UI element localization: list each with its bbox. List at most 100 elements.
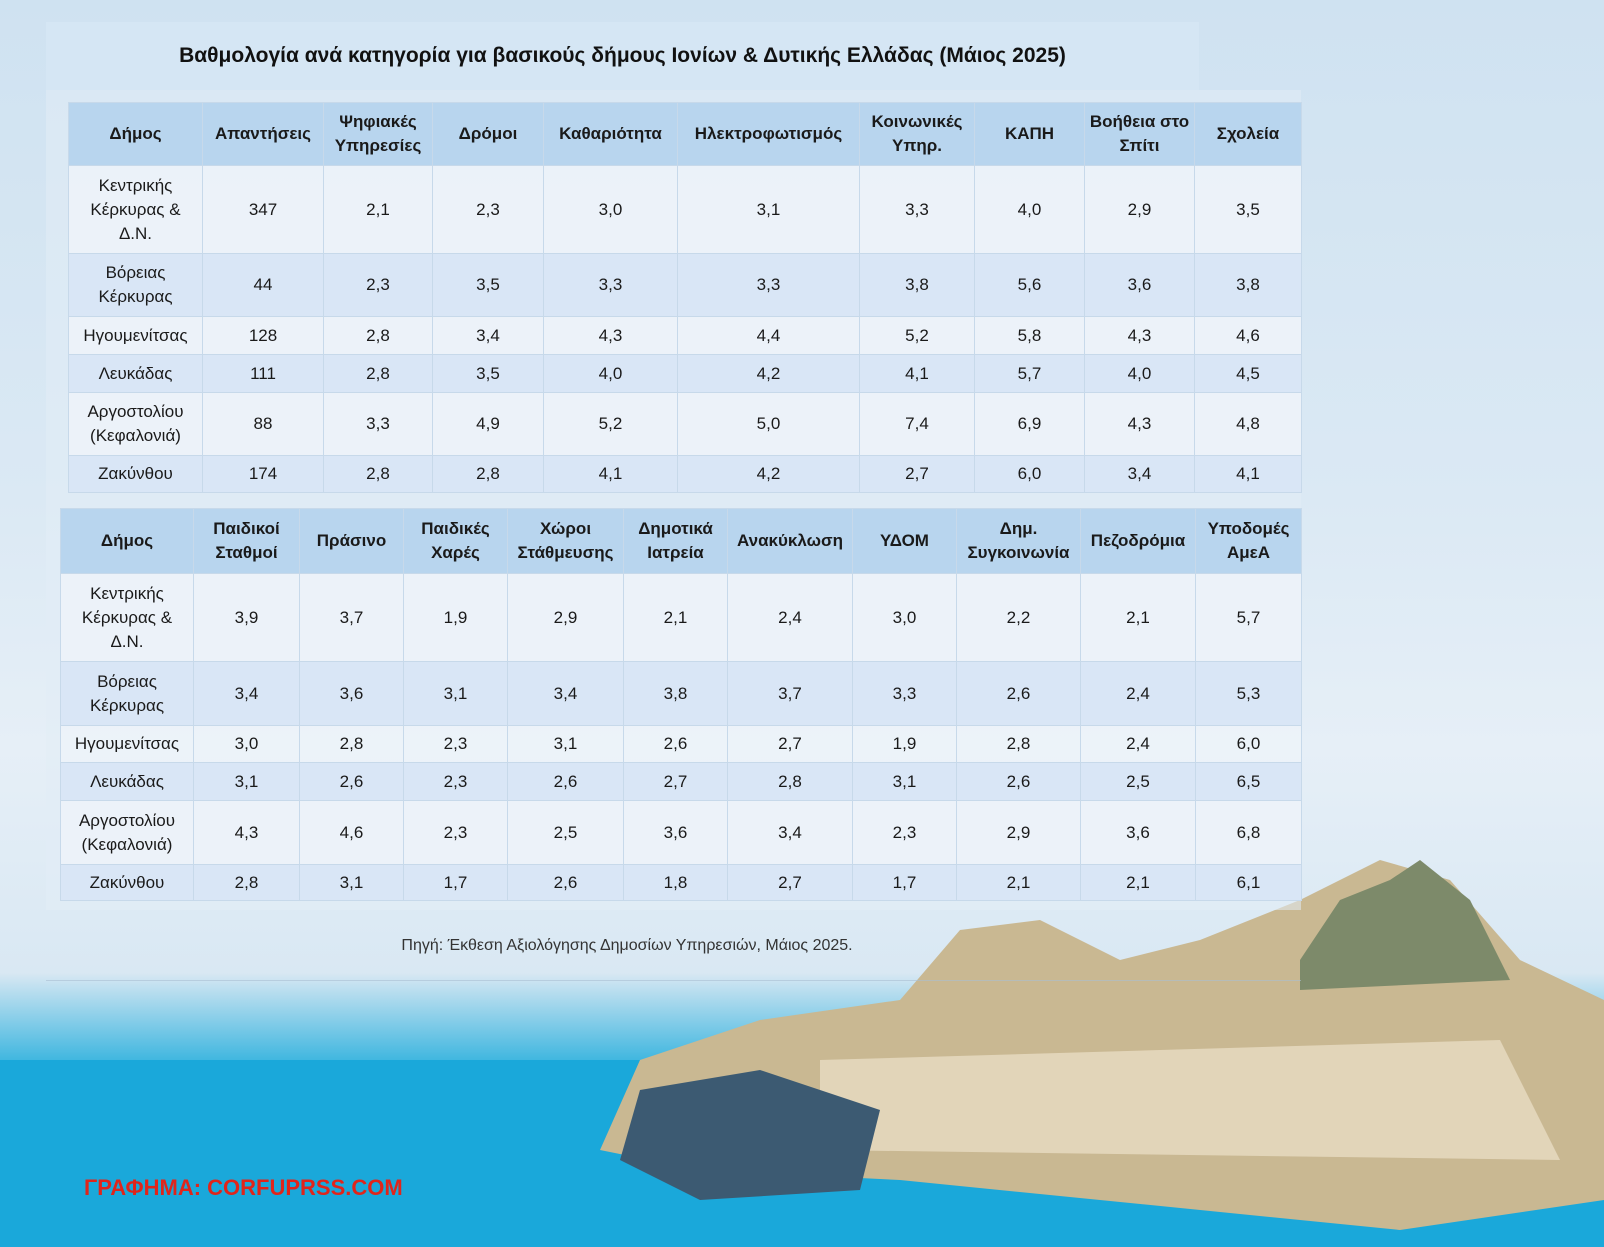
score-cell: 128 [202, 316, 324, 355]
municipality-cell: Κεντρικής Κέρκυρας & Δ.Ν. [68, 165, 203, 254]
score-cell: 3,1 [403, 661, 508, 726]
score-cell: 3,3 [859, 165, 975, 254]
score-cell: 6,9 [974, 392, 1085, 456]
column-header: Βοήθεια στο Σπίτι [1084, 102, 1195, 166]
credit-label: ΓΡΑΦΗΜΑ: CORFUPRSS.COM [84, 1175, 403, 1200]
column-header: Δημοτικά Ιατρεία [623, 508, 728, 574]
score-cell: 2,2 [956, 573, 1081, 662]
score-cell: 3,4 [193, 661, 300, 726]
score-cell: 4,0 [1084, 354, 1195, 393]
score-cell: 3,4 [432, 316, 544, 355]
score-cell: 2,3 [432, 165, 544, 254]
score-cell: 2,7 [623, 762, 728, 801]
score-cell: 4,0 [974, 165, 1085, 254]
divider [46, 980, 1301, 981]
score-cell: 5,2 [859, 316, 975, 355]
table-row: Ζακύνθου 174 2,8 2,8 4,1 4,2 2,7 6,0 3,4 4,1 [68, 455, 1302, 493]
score-cell: 2,7 [727, 725, 853, 763]
score-cell: 3,6 [1080, 800, 1196, 865]
score-cell: 2,4 [727, 573, 853, 662]
fortress-hill [1300, 860, 1510, 990]
score-cell: 2,8 [432, 455, 544, 493]
table-row: Αργοστολίου (Κεφαλονιά) 88 3,3 4,9 5,2 5,0 7,4… [68, 392, 1302, 456]
score-cell: 2,8 [956, 725, 1081, 763]
score-cell: 111 [202, 354, 324, 393]
municipality-cell: Ηγουμενίτσας [60, 725, 194, 763]
table-row: Ζακύνθου 2,8 3,1 1,7 2,6 1,8 2,7 1,7 2,1 2,1 6,1 [60, 864, 1302, 901]
score-cell: 88 [202, 392, 324, 456]
column-header: Δήμος [68, 102, 203, 166]
score-cell: 2,3 [403, 800, 508, 865]
score-cell: 1,8 [623, 864, 728, 901]
column-header: Υποδομές ΑμεΑ [1195, 508, 1302, 574]
score-cell: 1,9 [852, 725, 957, 763]
score-cell: 2,8 [193, 864, 300, 901]
table-row: Κεντρικής Κέρκυρας & Δ.Ν. 347 2,1 2,3 3,0 3,1… [68, 165, 1302, 254]
score-cell: 4,9 [432, 392, 544, 456]
score-cell: 2,8 [299, 725, 404, 763]
table-header-row: Δήμος Παιδικοί Σταθμοί Πράσινο Παιδικές Χαρ… [60, 508, 1302, 574]
score-cell: 3,1 [852, 762, 957, 801]
score-cell: 2,7 [727, 864, 853, 901]
score-cell: 4,1 [1194, 455, 1302, 493]
column-header: Δρόμοι [432, 102, 544, 166]
municipality-cell: Αργοστολίου (Κεφαλονιά) [60, 800, 194, 865]
column-header: ΥΔΟΜ [852, 508, 957, 574]
score-cell: 5,6 [974, 253, 1085, 317]
score-cell: 2,1 [1080, 573, 1196, 662]
score-cell: 2,1 [1080, 864, 1196, 901]
score-cell: 4,1 [543, 455, 678, 493]
table-header-row: Δήμος Απαντήσεις Ψηφιακές Υπηρεσίες Δρόμοι Κ… [68, 102, 1302, 166]
score-cell: 3,1 [299, 864, 404, 901]
table-row: Λευκάδας 3,1 2,6 2,3 2,6 2,7 2,8 3,1 2,6 2,5 6,5 [60, 762, 1302, 801]
column-header: Πράσινο [299, 508, 404, 574]
score-cell: 6,8 [1195, 800, 1302, 865]
score-cell: 5,7 [1195, 573, 1302, 662]
score-cell: 2,3 [323, 253, 433, 317]
score-cell: 3,8 [623, 661, 728, 726]
score-cell: 5,7 [974, 354, 1085, 393]
score-cell: 2,3 [403, 725, 508, 763]
column-header: Πεζοδρόμια [1080, 508, 1196, 574]
score-cell: 5,0 [677, 392, 860, 456]
score-cell: 2,8 [323, 455, 433, 493]
score-cell: 4,2 [677, 455, 860, 493]
table-row: Ηγουμενίτσας 3,0 2,8 2,3 3,1 2,6 2,7 1,9 2,8 2,4 6… [60, 725, 1302, 763]
score-cell: 4,2 [677, 354, 860, 393]
score-cell: 4,8 [1194, 392, 1302, 456]
table-row: Αργοστολίου (Κεφαλονιά) 4,3 4,6 2,3 2,5 3,6 3,… [60, 800, 1302, 865]
score-cell: 2,6 [299, 762, 404, 801]
score-cell: 4,5 [1194, 354, 1302, 393]
score-cell: 174 [202, 455, 324, 493]
table-row: Κεντρικής Κέρκυρας & Δ.Ν. 3,9 3,7 1,9 2,9 2,1… [60, 573, 1302, 662]
column-header: Παιδικές Χαρές [403, 508, 508, 574]
municipality-cell: Αργοστολίου (Κεφαλονιά) [68, 392, 203, 456]
column-header: Καθαριότητα [543, 102, 678, 166]
score-cell: 347 [202, 165, 324, 254]
score-cell: 4,6 [1194, 316, 1302, 355]
score-cell: 2,6 [623, 725, 728, 763]
score-cell: 3,0 [852, 573, 957, 662]
column-header: Απαντήσεις [202, 102, 324, 166]
score-cell: 3,0 [543, 165, 678, 254]
score-cell: 4,4 [677, 316, 860, 355]
score-cell: 2,8 [727, 762, 853, 801]
score-cell: 4,3 [543, 316, 678, 355]
score-cell: 2,8 [323, 316, 433, 355]
column-header: Δήμος [60, 508, 194, 574]
score-cell: 2,9 [507, 573, 624, 662]
score-cell: 3,0 [193, 725, 300, 763]
score-cell: 5,3 [1195, 661, 1302, 726]
table-row: Ηγουμενίτσας 128 2,8 3,4 4,3 4,4 5,2 5,8 4,3 4,6 [68, 316, 1302, 355]
score-cell: 2,1 [956, 864, 1081, 901]
score-cell: 2,1 [323, 165, 433, 254]
municipality-cell: Ηγουμενίτσας [68, 316, 203, 355]
score-cell: 2,3 [852, 800, 957, 865]
municipality-cell: Κεντρικής Κέρκυρας & Δ.Ν. [60, 573, 194, 662]
score-cell: 3,8 [1194, 253, 1302, 317]
page-title: Βαθμολογία ανά κατηγορία για βασικούς δή… [179, 44, 1066, 67]
score-cell: 6,5 [1195, 762, 1302, 801]
score-cell: 1,9 [403, 573, 508, 662]
column-header: Ψηφιακές Υπηρεσίες [323, 102, 433, 166]
